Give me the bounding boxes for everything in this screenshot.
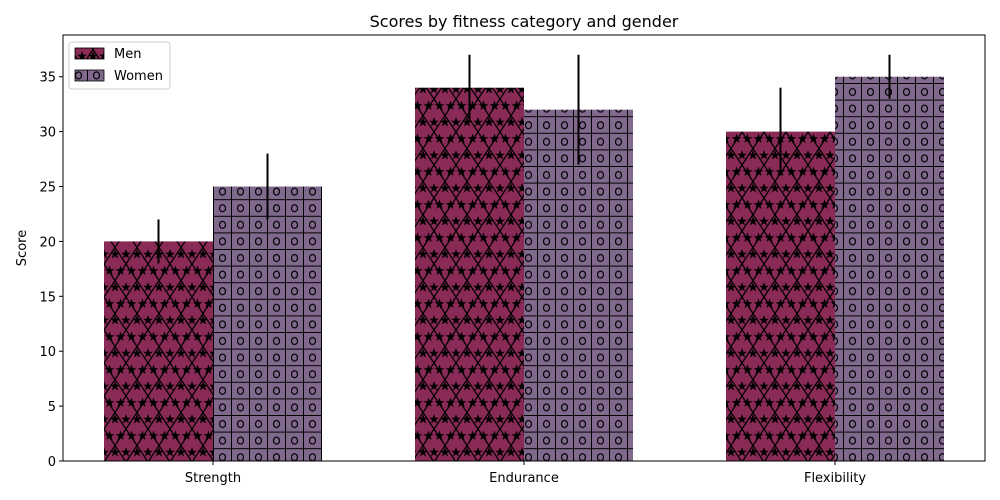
- bar-women-flexibility: [835, 76, 944, 461]
- bar-men-endurance: [415, 87, 524, 461]
- y-axis: 0 5 10 15 20 25 30 35: [39, 71, 63, 470]
- bar-women-endurance: [524, 109, 633, 461]
- bar-men-strength: [104, 241, 213, 461]
- legend-label-men: Men: [114, 47, 141, 62]
- x-tick-label-endurance: Endurance: [489, 471, 559, 486]
- bar-women-strength: [213, 186, 322, 462]
- y-tick-label: 15: [39, 290, 56, 305]
- bar-men-flexibility: [726, 131, 835, 461]
- y-tick-label: 35: [39, 71, 56, 86]
- legend-label-women: Women: [114, 69, 163, 84]
- y-axis-title: Score: [15, 230, 30, 266]
- y-tick-label: 30: [39, 126, 56, 141]
- y-tick-label: 10: [39, 345, 56, 360]
- legend-swatch-men: [74, 47, 105, 60]
- x-tick-label-flexibility: Flexibility: [804, 471, 866, 486]
- y-tick-label: 0: [48, 455, 56, 470]
- x-axis: Strength Endurance Flexibility: [185, 461, 866, 486]
- y-tick-label: 20: [39, 235, 56, 250]
- legend: Men Women: [68, 41, 171, 90]
- y-tick-label: 25: [39, 181, 56, 196]
- legend-swatch-women: [74, 69, 105, 82]
- bars-layer: [104, 76, 944, 462]
- chart-title: Scores by fitness category and gender: [370, 12, 679, 31]
- x-tick-label-strength: Strength: [185, 471, 241, 486]
- y-tick-label: 5: [48, 400, 56, 415]
- errorbars-layer: [157, 54, 891, 264]
